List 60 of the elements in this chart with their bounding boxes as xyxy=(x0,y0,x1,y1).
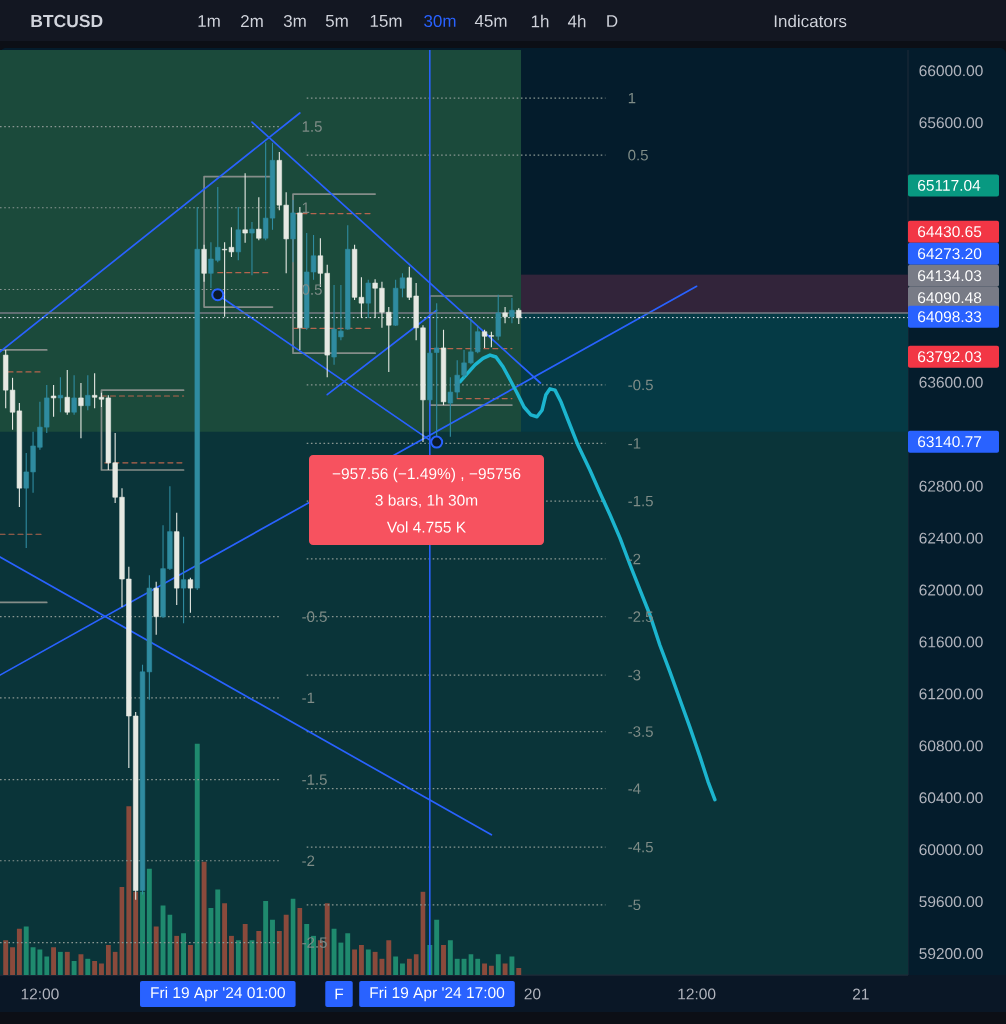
annotation: -1.5 xyxy=(302,774,327,785)
y-tick-label: 60800.00 xyxy=(919,740,983,752)
annotation: -1.5 xyxy=(628,495,653,507)
text: 15m xyxy=(370,15,402,27)
y-tick-label: 62800.00 xyxy=(919,480,983,492)
x-tick-label: 21 xyxy=(852,988,869,1000)
text: 63140.77 xyxy=(918,436,982,448)
annotation: -0.5 xyxy=(302,611,327,622)
annotation: -2.5 xyxy=(302,937,327,948)
annotation: 3 bars, 1h 30m xyxy=(375,494,478,508)
text: Fri 19 Apr '24 17:00 xyxy=(370,986,505,1002)
text: 1m xyxy=(198,15,220,27)
y-tick-label: 59600.00 xyxy=(919,896,983,908)
annotation: 1 xyxy=(628,92,636,104)
text: 65117.04 xyxy=(918,179,981,191)
annotation: -0.5 xyxy=(628,379,653,391)
text: 64134.03 xyxy=(918,270,982,282)
text: 64430.65 xyxy=(918,226,982,238)
annotation: -5 xyxy=(628,899,641,911)
text: 63792.03 xyxy=(918,351,982,363)
y-tick-label: 61600.00 xyxy=(919,636,983,648)
text: F xyxy=(335,988,344,1000)
y-tick-label: 66000.00 xyxy=(919,65,983,77)
text: 4h xyxy=(567,14,586,28)
text: 3m xyxy=(283,14,306,28)
text: 2m xyxy=(241,15,263,27)
annotation: -1 xyxy=(628,438,641,449)
text: 5m xyxy=(325,15,348,27)
y-tick-label: 61200.00 xyxy=(919,688,983,700)
x-tick-label: 12:00 xyxy=(21,988,59,1000)
text: 64273.20 xyxy=(918,248,982,260)
annotation: -4.5 xyxy=(628,841,653,853)
y-tick-label: 62000.00 xyxy=(919,584,983,596)
text: 1h xyxy=(531,14,549,28)
annotation: -1 xyxy=(302,692,315,703)
chart-title: BTCUSD xyxy=(31,14,103,28)
annotation: 1.5 xyxy=(302,121,322,132)
annotation: 0.5 xyxy=(628,149,648,161)
annotation: -3 xyxy=(628,669,641,681)
y-tick-label: 62400.00 xyxy=(919,532,983,544)
y-tick-label: 63600.00 xyxy=(919,376,983,388)
text: 64090.48 xyxy=(918,292,982,304)
y-tick-label: 60400.00 xyxy=(919,792,983,804)
y-tick-label: 60000.00 xyxy=(919,844,983,856)
text: Fri 19 Apr '24 01:00 xyxy=(151,986,285,1002)
text: 45m xyxy=(474,15,507,27)
text: Indicators xyxy=(774,14,847,28)
text: 30m xyxy=(424,14,456,28)
text: 64098.33 xyxy=(918,311,982,323)
annotation: -3.5 xyxy=(628,726,653,737)
annotation: Vol 4.755 K xyxy=(386,521,466,533)
x-tick-label: 20 xyxy=(524,988,541,1000)
annotation: −957.56 (−1.49%) , −95756 xyxy=(332,467,521,483)
annotation: 1 xyxy=(302,202,310,213)
annotation: -2 xyxy=(302,855,315,866)
y-tick-label: 65600.00 xyxy=(919,117,983,129)
annotation: -4 xyxy=(628,783,641,794)
y-tick-label: 59200.00 xyxy=(919,948,983,960)
text: D xyxy=(607,15,618,27)
x-tick-label: 12:00 xyxy=(678,988,716,1000)
